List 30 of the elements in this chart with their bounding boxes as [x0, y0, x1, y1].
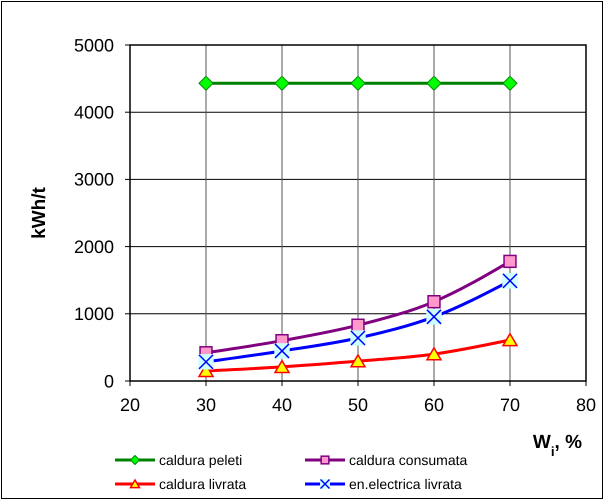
y-tick-label: 4000	[74, 102, 114, 122]
y-tick-label: 5000	[74, 35, 114, 56]
legend-label: en.electrica livrata	[349, 476, 462, 492]
point	[426, 347, 442, 360]
point	[503, 254, 517, 268]
y-tick-label: 1000	[74, 304, 114, 324]
point	[350, 354, 366, 368]
point	[426, 76, 442, 91]
point	[427, 295, 441, 308]
point	[274, 360, 290, 374]
x-tick-label: 80	[576, 395, 596, 415]
point	[502, 76, 518, 91]
x-axis-title: W$_{i}$, %	[532, 432, 582, 458]
x-tick-label: 60	[424, 395, 444, 415]
x-tick-label: 20	[120, 395, 140, 415]
legend-label: caldura consumata	[349, 452, 468, 468]
y-axis-title: kWh/t	[29, 186, 50, 239]
y-tick-label: 3000	[74, 170, 114, 190]
point	[502, 332, 518, 346]
y-tick-label: 0	[104, 371, 114, 392]
x-tick-label: 30	[196, 395, 216, 415]
y-tick-label: 2000	[74, 236, 114, 257]
point	[274, 76, 290, 91]
x-tick-label: 70	[500, 395, 520, 415]
x-tick-label: 50	[348, 395, 368, 415]
point	[350, 76, 366, 91]
point	[198, 76, 214, 91]
legend-label: caldura peleti	[159, 452, 242, 468]
legend-label: caldura livrata	[159, 476, 246, 492]
x-tick-label: 40	[272, 395, 292, 415]
